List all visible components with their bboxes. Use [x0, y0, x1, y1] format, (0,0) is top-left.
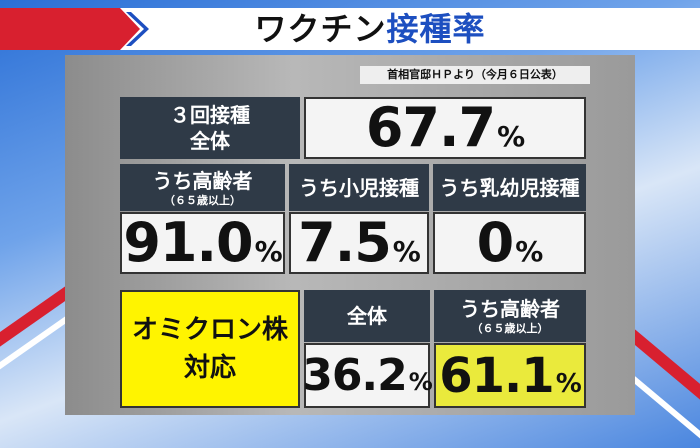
note: （６５歳以上）	[471, 322, 549, 335]
unit: %	[254, 235, 283, 268]
unit: %	[497, 120, 525, 153]
label: 対応	[183, 353, 236, 383]
label: うち高齢者	[460, 297, 560, 321]
unit: %	[515, 235, 543, 268]
header-cell: うち高齢者 （６５歳以上）	[120, 164, 285, 211]
value-cell: 36.2%	[302, 343, 433, 408]
source: 首相官邸ＨＰより（今月６日公表）	[360, 66, 590, 84]
unit: %	[392, 235, 421, 268]
label-cell: ３回接種 全体	[120, 97, 300, 159]
label: うち小児接種	[299, 175, 419, 200]
value: 36.2	[302, 349, 408, 401]
unit: %	[408, 367, 433, 396]
unit: %	[555, 368, 582, 399]
title: ワクチン接種率	[150, 8, 590, 50]
value: 61.1	[439, 347, 554, 404]
header-cell: うち高齢者 （６５歳以上）	[434, 290, 586, 342]
title-text: 接種率	[386, 10, 486, 48]
label: うち高齢者	[152, 168, 253, 193]
title-text: ワクチン	[254, 10, 387, 48]
value-cell: 61.1%	[434, 343, 586, 408]
header-cell: 全体	[304, 290, 430, 342]
note: （６５歳以上）	[164, 193, 241, 207]
value-cell: 7.5%	[289, 212, 429, 274]
title-arrow	[0, 8, 149, 50]
value: 7.5	[298, 211, 392, 274]
header-cell: うち乳幼児接種	[433, 164, 586, 211]
label: 全体	[347, 304, 387, 328]
value: 0	[476, 211, 515, 274]
value: 91.0	[123, 211, 253, 274]
header-cell: うち小児接種	[289, 164, 429, 211]
value-cell: 91.0%	[120, 212, 285, 274]
value: 67.7	[365, 96, 496, 159]
label: 全体	[190, 129, 230, 153]
value-cell: 0%	[433, 212, 586, 274]
label: うち乳幼児接種	[439, 175, 580, 200]
label-cell: オミクロン株 対応	[120, 290, 300, 408]
value-cell: 67.7%	[304, 97, 586, 159]
label: ３回接種	[170, 103, 250, 127]
label: オミクロン株	[131, 315, 288, 345]
